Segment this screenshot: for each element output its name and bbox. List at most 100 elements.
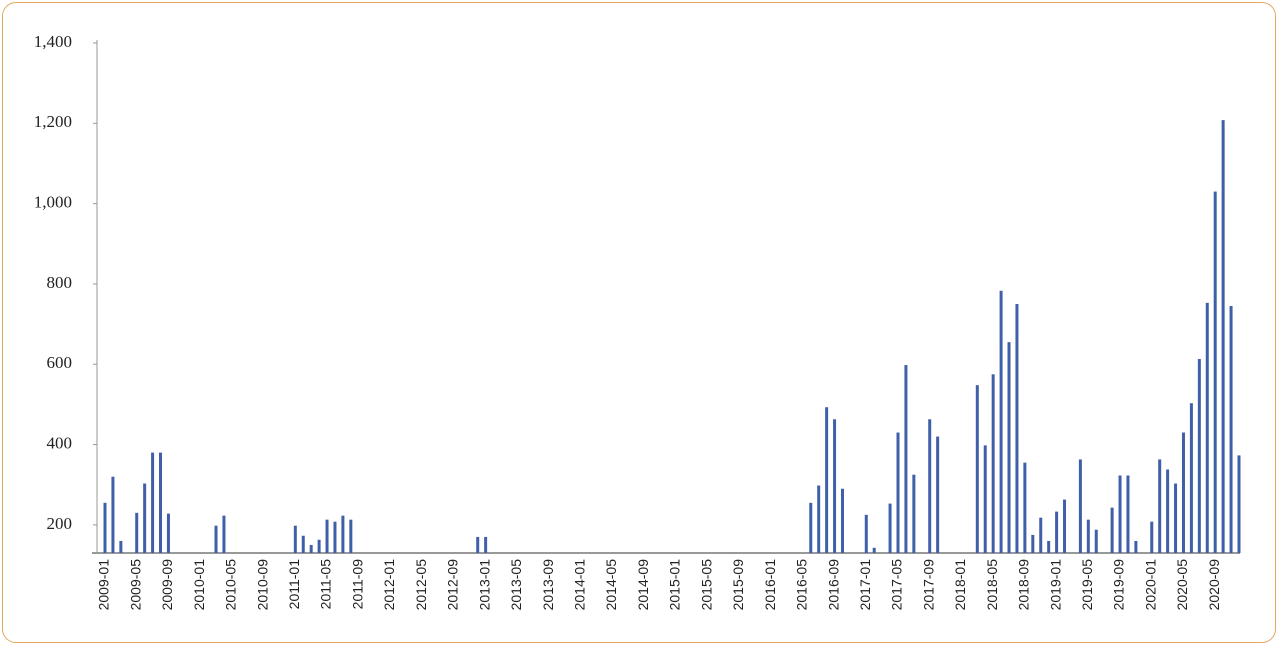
bar: [1110, 507, 1114, 553]
x-tick-label: 2009-01: [96, 559, 112, 611]
bar: [1158, 459, 1162, 553]
bar: [1055, 511, 1059, 553]
bar: [333, 521, 337, 553]
bar: [1078, 459, 1082, 553]
bar: [1039, 517, 1043, 553]
bar: [476, 536, 480, 553]
x-tick-label: 2018-01: [952, 559, 968, 611]
bar: [135, 512, 139, 553]
x-tick-label: 2016-01: [762, 559, 778, 611]
x-tick-label: 2014-05: [603, 559, 619, 611]
bar: [341, 515, 345, 553]
bar: [817, 485, 821, 553]
bar: [1118, 475, 1122, 553]
bar: [1094, 529, 1098, 553]
x-tick-label: 2017-09: [920, 559, 936, 611]
bar: [1063, 499, 1067, 553]
bar: [1174, 483, 1178, 553]
bar: [825, 407, 829, 553]
x-tick-label: 2014-01: [572, 559, 588, 611]
x-tick-label: 2020-09: [1206, 559, 1222, 611]
x-tick-label: 2016-09: [825, 559, 841, 611]
x-tick-label: 2011-01: [286, 559, 302, 610]
x-tick-label: 2017-05: [889, 559, 905, 611]
bar: [1047, 540, 1051, 553]
bar: [1015, 304, 1019, 553]
bar: [166, 513, 170, 553]
x-tick-label: 2010-01: [191, 559, 207, 611]
x-tick-label: 2016-05: [794, 559, 810, 611]
bar: [983, 445, 987, 553]
bar: [309, 544, 313, 553]
bar: [119, 540, 123, 553]
bar: [975, 385, 979, 553]
x-tick-label: 2013-09: [540, 559, 556, 611]
y-tick-label: 1,000: [34, 193, 72, 212]
bar: [111, 476, 115, 553]
x-tick-label: 2012-05: [413, 559, 429, 611]
x-tick-label: 2015-01: [667, 559, 683, 611]
bar: [1221, 120, 1225, 554]
bar: [1007, 342, 1011, 553]
bar: [888, 503, 892, 553]
bar: [840, 488, 844, 553]
bar: [301, 535, 305, 553]
bar: [1237, 455, 1241, 553]
bar: [833, 419, 837, 553]
y-tick-label: 600: [47, 353, 73, 372]
bar: [928, 419, 932, 553]
bar: [151, 452, 155, 553]
x-tick-label: 2017-01: [857, 559, 873, 611]
y-tick-label: 1,400: [34, 32, 72, 51]
y-tick-label: 1,200: [34, 112, 72, 131]
bar: [159, 452, 163, 553]
bar: [912, 474, 916, 553]
bar: [999, 290, 1003, 553]
bar: [222, 515, 226, 553]
bar: [1189, 403, 1193, 553]
x-tick-label: 2019-05: [1079, 559, 1095, 611]
x-tick-label: 2010-05: [223, 559, 239, 611]
bar: [214, 525, 218, 553]
bar: [1229, 306, 1233, 553]
y-tick-label: 800: [47, 273, 73, 292]
x-tick-label: 2015-05: [698, 559, 714, 611]
x-tick-label: 2019-01: [1047, 559, 1063, 611]
x-tick-label: 2011-05: [318, 559, 334, 610]
bar: [809, 502, 813, 553]
x-tick-label: 2020-01: [1142, 559, 1158, 611]
bar: [143, 483, 147, 553]
bar: [1197, 359, 1201, 553]
bar: [1134, 540, 1138, 553]
x-tick-label: 2012-09: [445, 559, 461, 611]
y-tick-label: 400: [47, 433, 73, 452]
x-tick-label: 2020-05: [1174, 559, 1190, 611]
bar: [896, 432, 900, 553]
x-tick-label: 2018-09: [1016, 559, 1032, 611]
x-tick-label: 2019-09: [1111, 559, 1127, 611]
x-tick-label: 2010-09: [254, 559, 270, 611]
x-tick-label: 2012-01: [381, 559, 397, 611]
x-tick-label: 2015-09: [730, 559, 746, 611]
x-tick-label: 2014-09: [635, 559, 651, 611]
bar: [325, 519, 329, 553]
bar: [349, 519, 353, 553]
x-tick-label: 2018-05: [984, 559, 1000, 611]
x-tick-label: 2009-09: [159, 559, 175, 611]
bar: [317, 539, 321, 553]
bar: [293, 525, 297, 553]
bar: [1150, 521, 1154, 553]
x-tick-label: 2011-09: [349, 559, 365, 610]
bar: [1181, 432, 1185, 553]
bar: [103, 502, 107, 553]
bar: [1086, 519, 1090, 553]
x-tick-label: 2009-05: [127, 559, 143, 611]
bar: [936, 436, 940, 553]
bar: [1205, 302, 1209, 553]
y-tick-label: 200: [47, 514, 73, 533]
bar: [991, 374, 995, 553]
bar: [1166, 469, 1170, 553]
bar: [1023, 462, 1027, 553]
